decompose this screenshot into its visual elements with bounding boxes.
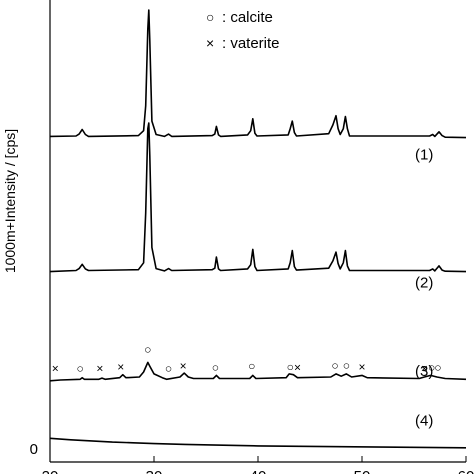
legend-label: : calcite	[222, 9, 273, 26]
curve-labels: (1) (2) (3) (4)	[415, 146, 433, 429]
calcite-peak-marker: ○	[77, 361, 84, 375]
curve-label: (2)	[415, 275, 433, 292]
vaterite-peak-marker: ×	[358, 360, 365, 374]
series-line	[49, 437, 467, 449]
series-group	[49, 9, 467, 449]
y-tick-label: 0	[30, 441, 38, 458]
vaterite-peak-marker: ×	[117, 360, 124, 374]
legend-marker: ×	[206, 35, 214, 51]
vaterite-peak-marker: ×	[294, 361, 301, 375]
y-axis-label: 1000m+Intensity / [cps]	[2, 129, 18, 273]
calcite-peak-marker: ○	[165, 361, 172, 375]
x-tick-label: 50	[354, 468, 371, 474]
calcite-peak-marker: ○	[343, 358, 350, 372]
series-line	[49, 361, 467, 382]
series-line	[49, 9, 467, 139]
x-tick-label: 60	[458, 468, 474, 474]
curve-label: (1)	[415, 146, 433, 163]
series-line	[49, 122, 467, 273]
x-tick-label: 20	[42, 468, 59, 474]
legend-label: : vaterite	[222, 35, 280, 52]
curve-label: (3)	[415, 363, 433, 380]
calcite-peak-marker: ○	[212, 361, 219, 375]
calcite-peak-marker: ○	[287, 360, 294, 374]
calcite-peak-marker: ○	[144, 342, 151, 356]
vaterite-peak-marker: ×	[180, 359, 187, 373]
legend-marker: ○	[206, 9, 214, 25]
vaterite-peak-marker: ×	[96, 361, 103, 375]
calcite-peak-marker: ○	[434, 361, 441, 375]
legend: ○ : calcite × : vaterite	[206, 9, 280, 52]
x-tick-label: 40	[250, 468, 267, 474]
peak-markers: × ○ × ×○○ × ○ ○ ○ × ○ ○ × × ○○	[52, 342, 442, 375]
calcite-peak-marker: ○	[331, 358, 338, 372]
vaterite-peak-marker: ×	[52, 361, 59, 375]
vaterite-peak-marker: ×	[421, 361, 428, 375]
calcite-peak-marker: ○	[248, 359, 255, 373]
x-tick-label: 30	[146, 468, 163, 474]
calcite-peak-marker: ○	[428, 361, 435, 375]
curve-label: (4)	[415, 413, 433, 430]
